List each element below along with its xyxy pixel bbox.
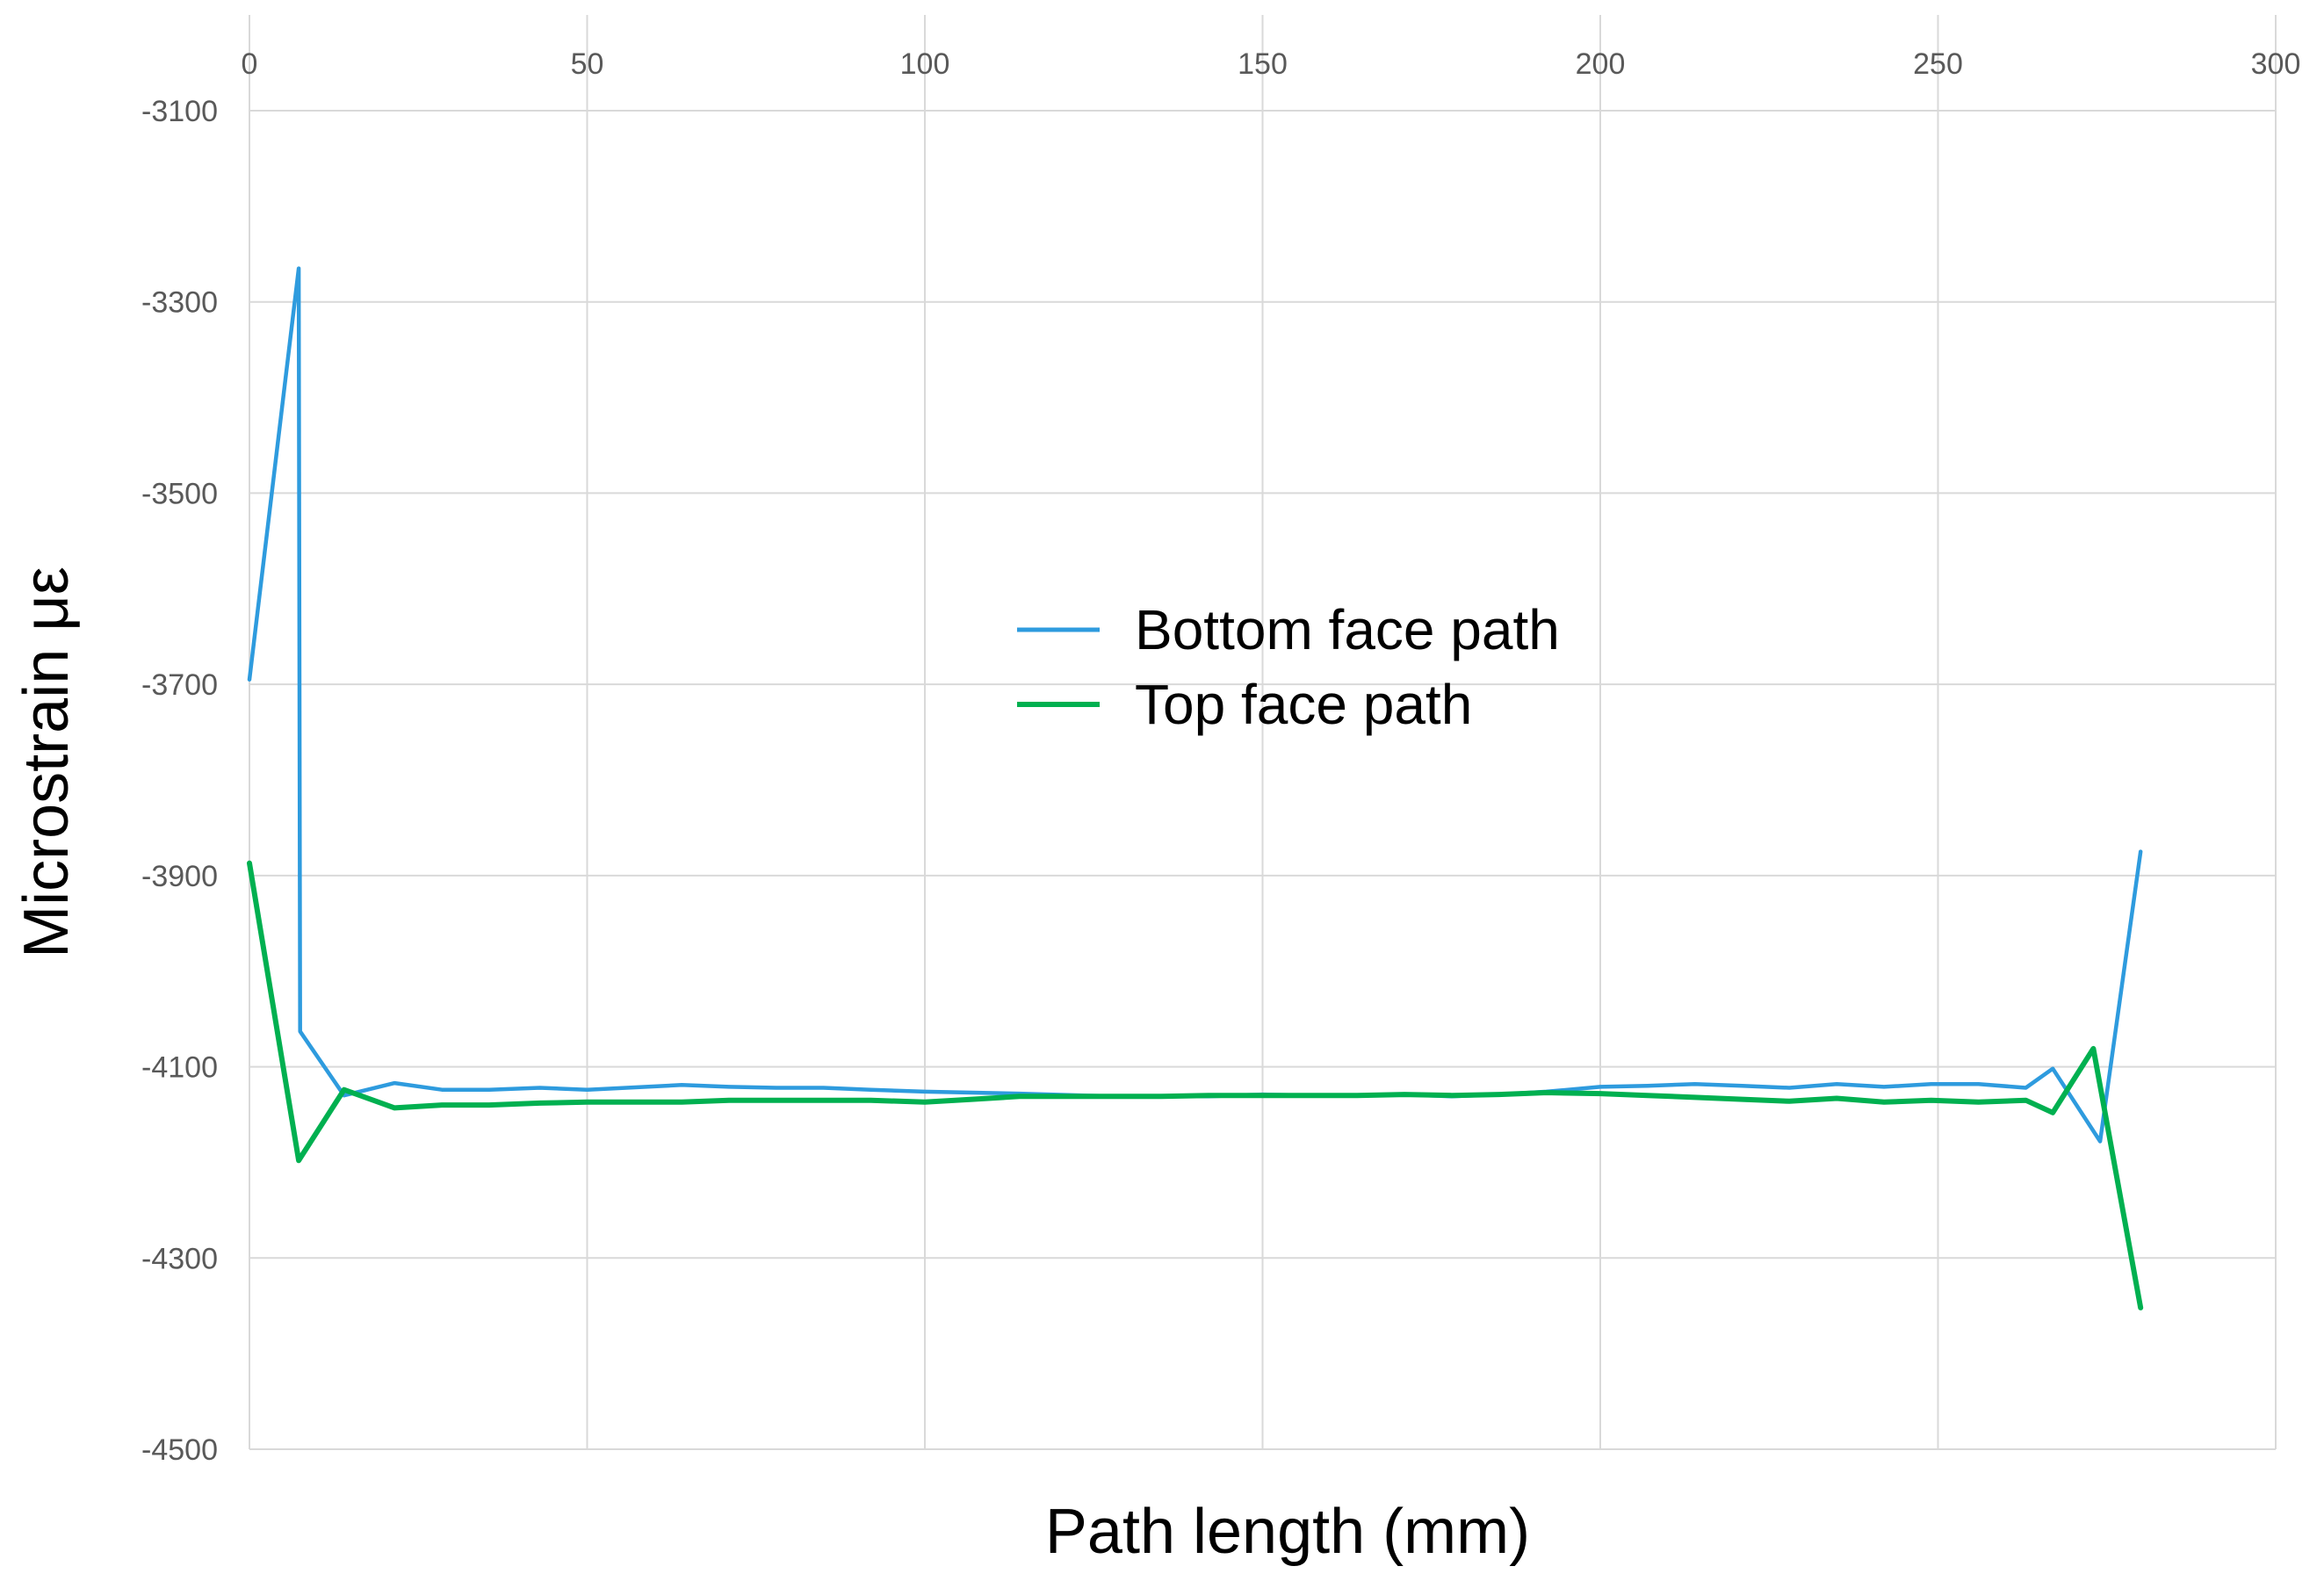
- x-tick-label-150: 150: [1238, 47, 1288, 81]
- y-tick-label--4300: -4300: [141, 1242, 218, 1275]
- y-tick-label--3700: -3700: [141, 668, 218, 702]
- y-tick-label--4100: -4100: [141, 1051, 218, 1085]
- y-tick-label--3500: -3500: [141, 477, 218, 510]
- y-tick-label--4500: -4500: [141, 1433, 218, 1467]
- legend-label-bottom-face-path: Bottom face path: [1135, 598, 1560, 661]
- y-axis-title: Microstrain με: [11, 567, 82, 958]
- x-tick-label-50: 50: [571, 47, 604, 81]
- x-tick-label-200: 200: [1576, 47, 1626, 81]
- y-tick-label--3300: -3300: [141, 286, 218, 320]
- x-tick-label-300: 300: [2251, 47, 2301, 81]
- tick-labels: 0 50 100 150 200 250 300 -3100 -3300 -3500 -3700 -3…: [141, 47, 2300, 1467]
- series-line-top-face-path: [247, 860, 2144, 1310]
- legend-label-top-face-path: Top face path: [1135, 673, 1472, 736]
- x-axis-title: Path length (mm): [1045, 1497, 1530, 1567]
- series-lines: [247, 266, 2144, 1310]
- x-tick-label-250: 250: [1913, 47, 1963, 81]
- x-tick-label-100: 100: [900, 47, 950, 81]
- y-tick-label--3100: -3100: [141, 95, 218, 128]
- x-tick-label-0: 0: [242, 47, 258, 81]
- gridlines: [249, 15, 2277, 1450]
- legend: Bottom face path Top face path: [1017, 598, 1560, 736]
- y-tick-label--3900: -3900: [141, 860, 218, 893]
